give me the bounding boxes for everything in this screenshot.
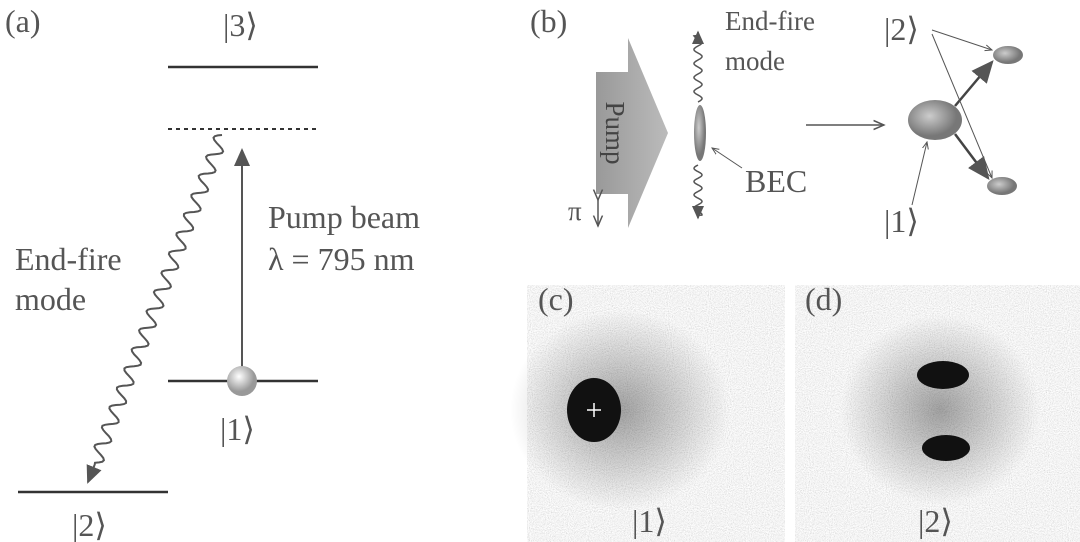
wavelength-label: λ = 795 nm: [268, 241, 415, 277]
panel-label: (a): [5, 3, 41, 39]
panel-d: (d) |2⟩: [795, 281, 1080, 542]
recoil-arrow: [955, 62, 992, 106]
level-label: |2⟩: [72, 507, 107, 542]
mode-label: End-fire: [15, 241, 122, 277]
polarization-label: π: [568, 196, 582, 226]
thermal-cloud: [840, 315, 1040, 505]
end-fire-wave: [694, 165, 702, 218]
pointer: [712, 148, 742, 168]
bec: [694, 105, 706, 161]
state-label: |1⟩: [632, 503, 667, 539]
mode-label: End-fire: [725, 6, 815, 36]
panel-label: (d): [805, 281, 842, 317]
state-label: |2⟩: [884, 11, 919, 47]
scattered-image: [917, 361, 969, 389]
scattered-atoms: [993, 46, 1023, 64]
state-label: |1⟩: [884, 203, 919, 239]
panel-b: (b) Pump End-fire mode BEC π |2⟩ |1⟩: [530, 3, 1023, 239]
pump-label: Pump beam: [268, 199, 420, 235]
panel-a: (a) |3⟩ Pump beam λ = 795 nm End-fire mo…: [5, 3, 420, 542]
pointer: [932, 30, 992, 50]
atom: [227, 366, 257, 396]
pump-label: Pump: [600, 101, 630, 164]
panel-c: (c) |1⟩: [510, 281, 785, 542]
scattered-image: [922, 435, 970, 461]
level-label: |1⟩: [220, 411, 255, 447]
pointer: [912, 142, 927, 205]
panel-label: (b): [530, 3, 567, 39]
bec-label: BEC: [745, 163, 807, 199]
state-label: |2⟩: [918, 503, 953, 539]
panel-label: (c): [538, 281, 574, 317]
figure: (a) |3⟩ Pump beam λ = 795 nm End-fire mo…: [0, 0, 1080, 542]
emission-wave: [88, 135, 223, 482]
end-fire-wave: [694, 32, 702, 102]
mode-label: mode: [15, 281, 86, 317]
level-label: |3⟩: [223, 7, 258, 43]
condensate: [908, 100, 962, 140]
mode-label: mode: [725, 46, 785, 76]
scattered-atoms: [987, 177, 1017, 195]
